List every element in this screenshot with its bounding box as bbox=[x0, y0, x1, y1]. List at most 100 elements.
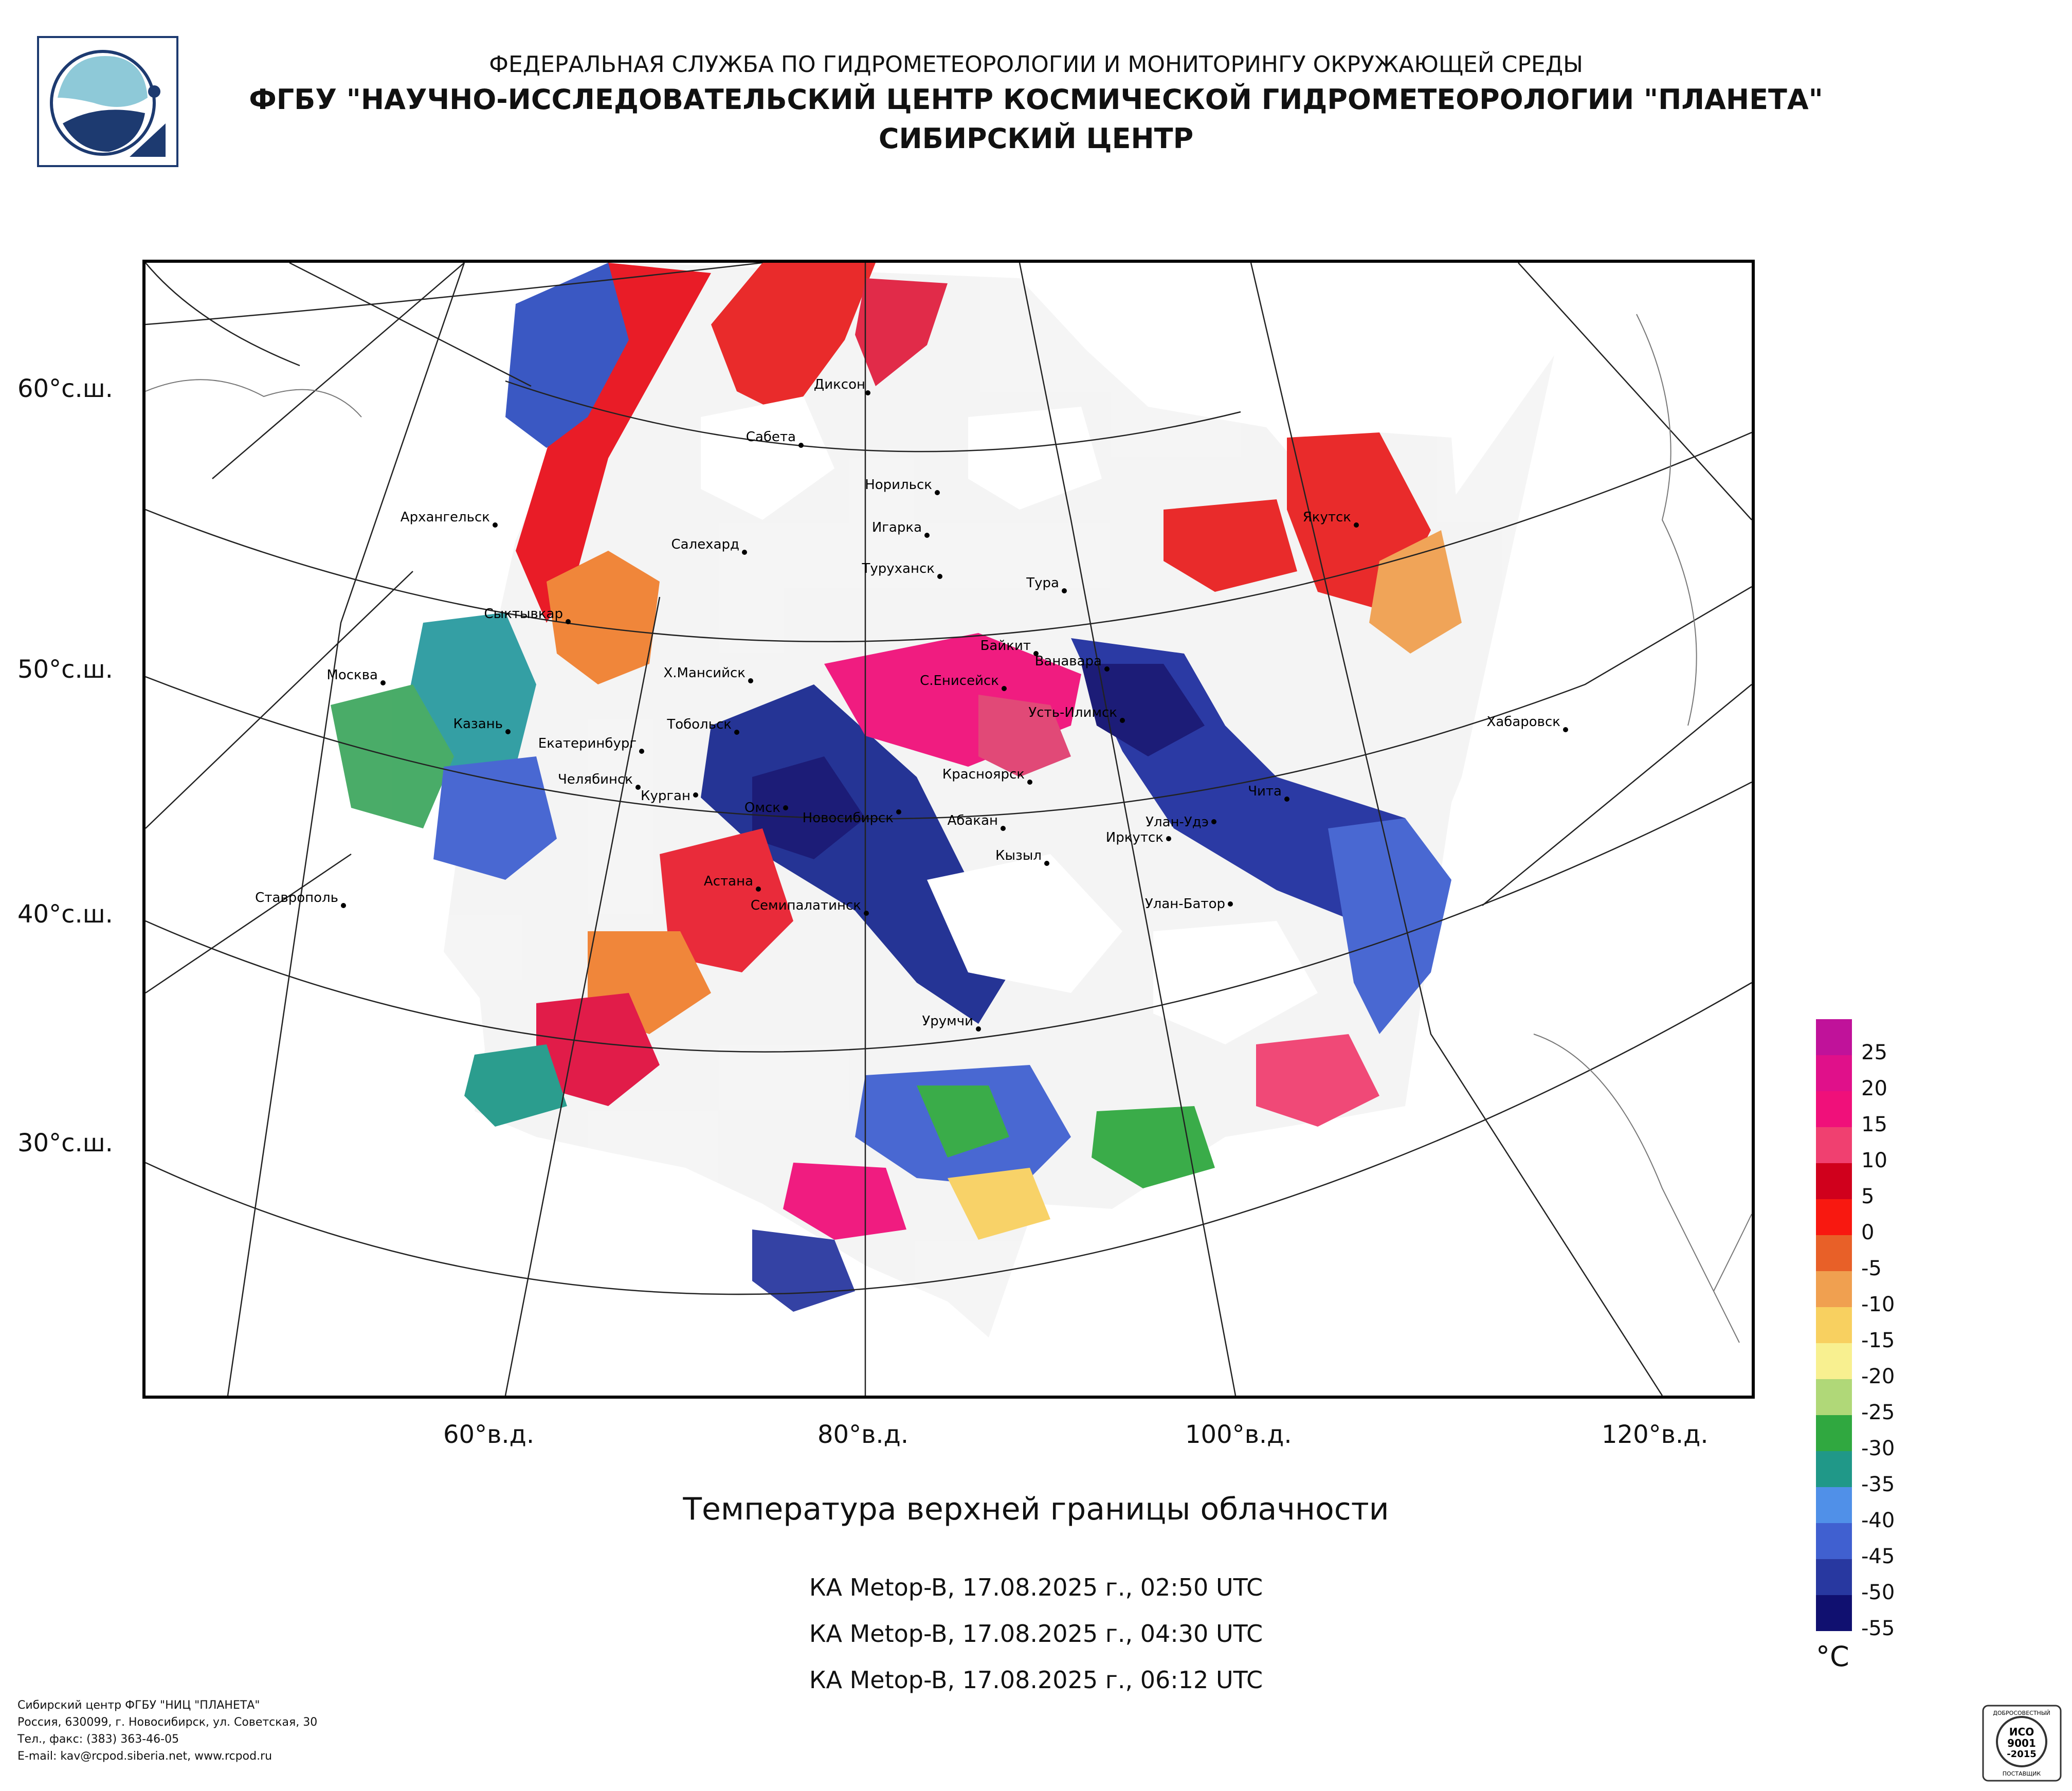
lon-label-120: 120°в.д. bbox=[1602, 1420, 1709, 1449]
city-krasnoyarsk: Красноярск bbox=[942, 767, 1032, 785]
footer-phone: Тел., факс: (383) 363-46-05 bbox=[17, 1733, 179, 1746]
pass-2: КА Metop-B, 17.08.2025 г., 04:30 UTC bbox=[809, 1620, 1263, 1648]
city-tura: Тура bbox=[1026, 575, 1067, 593]
pass-1: КА Metop-B, 17.08.2025 г., 02:50 UTC bbox=[809, 1573, 1263, 1601]
legend-unit: °C bbox=[1816, 1640, 1849, 1673]
city-label: С.Енисейск bbox=[920, 673, 999, 689]
header-institute: ФГБУ "НАУЧНО-ИССЛЕДОВАТЕЛЬСКИЙ ЦЕНТР КОС… bbox=[249, 83, 1823, 116]
legend-label: -35 bbox=[1861, 1473, 1895, 1496]
legend-swatch bbox=[1816, 1523, 1852, 1559]
city-chelyabinsk: Челябинск bbox=[558, 772, 641, 790]
city-label: Омск bbox=[744, 800, 780, 816]
legend-label: 20 bbox=[1861, 1077, 1887, 1100]
city-label: Диксон bbox=[814, 377, 865, 392]
map-title: Температура верхней границы облачности bbox=[683, 1491, 1389, 1527]
city-chita: Чита bbox=[1248, 784, 1289, 802]
city-label: Якутск bbox=[1303, 510, 1351, 525]
city-label: Байкит bbox=[980, 638, 1031, 654]
svg-text:ДОБРОСОВЕСТНЫЙ: ДОБРОСОВЕСТНЫЙ bbox=[1993, 1710, 2050, 1716]
footer-org: Сибирский центр ФГБУ "НИЦ "ПЛАНЕТА" bbox=[17, 1699, 260, 1712]
city-arkhangelsk: Архангельск bbox=[401, 510, 498, 528]
coastlines bbox=[146, 314, 1752, 1343]
city-label: Урумчи bbox=[922, 1014, 973, 1029]
city-label: Тура bbox=[1026, 575, 1059, 591]
legend-swatch bbox=[1816, 1199, 1852, 1235]
city-label: Усть-Илимск bbox=[1028, 705, 1117, 720]
pass-3: КА Metop-B, 17.08.2025 г., 06:12 UTC bbox=[809, 1666, 1263, 1694]
legend-label: -25 bbox=[1861, 1401, 1895, 1424]
city-kazan: Казань bbox=[453, 716, 511, 734]
legend-swatch bbox=[1816, 1559, 1852, 1595]
legend-swatch bbox=[1816, 1487, 1852, 1523]
city-label: Игарка bbox=[872, 520, 922, 535]
city-markers: Диксон Сабета Норильск Игарка Архангельс… bbox=[255, 377, 1568, 1032]
footer-address: Россия, 630099, г. Новосибирск, ул. Сове… bbox=[17, 1716, 318, 1729]
legend-swatch bbox=[1816, 1055, 1852, 1091]
legend-swatch bbox=[1816, 1415, 1852, 1451]
city-label: Красноярск bbox=[942, 767, 1025, 782]
legend-label: 0 bbox=[1861, 1221, 1875, 1244]
city-novosibirsk: Новосибирск bbox=[803, 809, 901, 826]
lon-label-60: 60°в.д. bbox=[443, 1420, 535, 1449]
legend-swatch bbox=[1816, 1019, 1852, 1055]
city-yakutsk: Якутск bbox=[1303, 510, 1359, 528]
legend-swatch bbox=[1816, 1343, 1852, 1379]
city-turukhansk: Туруханск bbox=[862, 561, 942, 579]
city-sabeta: Сабета bbox=[746, 429, 804, 448]
city-label: Семипалатинск bbox=[751, 898, 861, 913]
legend-swatch bbox=[1816, 1091, 1852, 1127]
city-label: Чита bbox=[1248, 784, 1282, 799]
city-label: Екатеринбург bbox=[538, 736, 637, 751]
city-urumqi: Урумчи bbox=[922, 1014, 981, 1032]
city-salekhard: Салехард bbox=[671, 537, 747, 555]
city-omsk: Омск bbox=[744, 800, 788, 816]
city-label: Улан-Батор bbox=[1145, 896, 1225, 912]
city-ulan-bator: Улан-Батор bbox=[1145, 896, 1233, 912]
cloud-top-temperature-map: Диксон Сабета Норильск Игарка Архангельс… bbox=[142, 260, 1755, 1399]
planeta-logo bbox=[37, 36, 178, 167]
legend-label: 15 bbox=[1861, 1113, 1887, 1136]
header-center: СИБИРСКИЙ ЦЕНТР bbox=[878, 122, 1194, 155]
legend-swatch bbox=[1816, 1235, 1852, 1271]
city-irkutsk: Иркутск bbox=[1106, 830, 1171, 845]
legend-label: 5 bbox=[1861, 1185, 1875, 1208]
city-kyzyl: Кызыл bbox=[995, 848, 1049, 866]
city-label: Хабаровск bbox=[1487, 714, 1560, 730]
city-dikson: Диксон bbox=[814, 377, 870, 395]
city-khmansiysk: Х.Мансийск bbox=[663, 665, 753, 683]
city-label: Абакан bbox=[948, 813, 998, 828]
legend-label: -50 bbox=[1861, 1581, 1895, 1604]
city-label: Курган bbox=[641, 788, 690, 804]
cloud-field bbox=[331, 263, 1554, 1337]
lat-label-50: 50°с.ш. bbox=[17, 655, 113, 684]
city-kurgan: Курган bbox=[641, 788, 698, 804]
city-abakan: Абакан bbox=[948, 813, 1006, 831]
legend-label: 10 bbox=[1861, 1149, 1887, 1172]
legend-swatch bbox=[1816, 1127, 1852, 1163]
legend-label: -55 bbox=[1861, 1617, 1895, 1640]
city-tobolsk: Тобольск bbox=[666, 717, 739, 735]
city-label: Сабета bbox=[746, 429, 796, 445]
city-ulan-ude: Улан-Удэ bbox=[1146, 815, 1216, 830]
city-semipalatinsk: Семипалатинск bbox=[751, 898, 869, 916]
city-astana: Астана bbox=[704, 874, 761, 892]
city-baykit: Байкит bbox=[980, 638, 1039, 656]
city-label: Кызыл bbox=[995, 848, 1042, 863]
city-igarka: Игарка bbox=[872, 520, 930, 538]
city-label: Тобольск bbox=[666, 717, 732, 732]
city-label: Казань bbox=[453, 716, 503, 732]
legend-label: -10 bbox=[1861, 1293, 1895, 1316]
city-ekaterinburg: Екатеринбург bbox=[538, 736, 644, 754]
city-vanavara: Ванавара bbox=[1035, 654, 1110, 672]
legend-swatch bbox=[1816, 1595, 1852, 1631]
city-label: Салехард bbox=[671, 537, 739, 552]
city-stavropol: Ставрополь bbox=[255, 890, 346, 908]
svg-text:-2015: -2015 bbox=[2007, 1749, 2037, 1760]
lat-label-60: 60°с.ш. bbox=[17, 374, 113, 403]
city-khabarovsk: Хабаровск bbox=[1487, 714, 1568, 732]
city-label: Челябинск bbox=[558, 772, 633, 787]
legend-swatch bbox=[1816, 1307, 1852, 1343]
legend-swatch bbox=[1816, 1271, 1852, 1307]
city-label: Архангельск bbox=[401, 510, 490, 525]
city-ust-ilimsk: Усть-Илимск bbox=[1028, 705, 1125, 723]
